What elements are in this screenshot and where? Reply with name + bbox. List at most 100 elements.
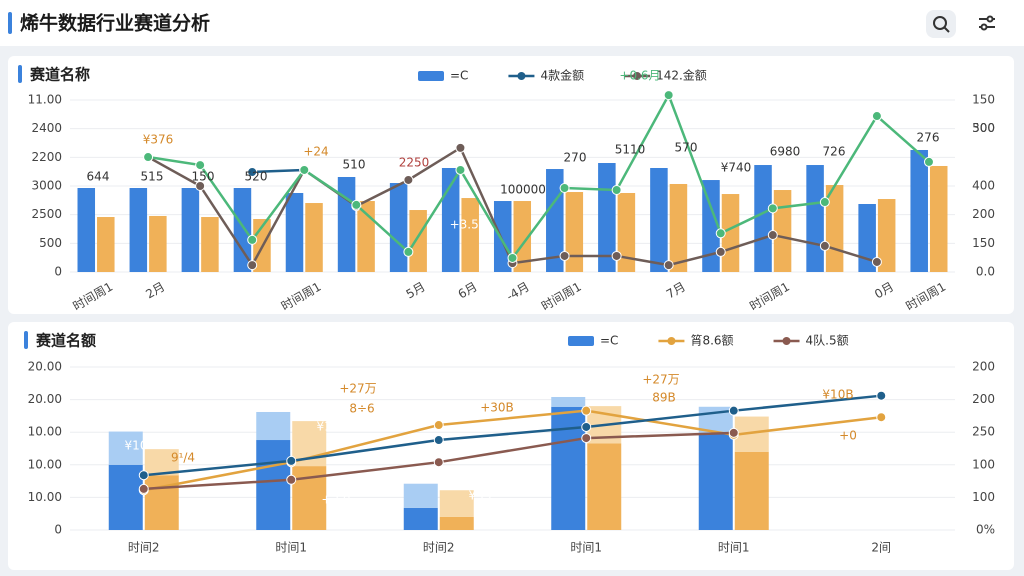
- bar: [773, 190, 792, 272]
- y-tick-label: 10.00: [28, 490, 62, 504]
- line-point: [728, 427, 739, 438]
- y-tick-label: 2200: [31, 150, 62, 164]
- annotation: 270: [564, 151, 587, 165]
- line-point: [403, 174, 414, 185]
- bar: [929, 165, 948, 272]
- annotation: ¥10B: [822, 388, 853, 402]
- line-point: [611, 250, 622, 261]
- line-point: [559, 250, 570, 261]
- y2-tick-label: 0%: [976, 523, 995, 537]
- bar: [305, 203, 323, 272]
- line-point: [507, 252, 518, 263]
- y-tick-label: 10.00: [28, 457, 62, 471]
- line-point: [581, 405, 592, 416]
- y-tick-label: 0: [54, 523, 62, 537]
- line-point: [715, 228, 726, 239]
- line-point: [876, 390, 887, 401]
- bar: [403, 507, 438, 530]
- panel-title: 赛道名额: [35, 332, 96, 350]
- bar: [910, 149, 928, 272]
- annotation: 89B: [652, 391, 676, 405]
- bar: [551, 406, 586, 530]
- y2-tick-label: 200: [972, 207, 995, 221]
- x-tick-label: 时间1: [718, 541, 750, 555]
- line-point: [663, 90, 674, 101]
- line-point: [247, 166, 258, 177]
- legend-label: =C: [450, 69, 468, 83]
- annotation: ¥740: [721, 161, 752, 175]
- annotation: 9¹/4: [171, 451, 195, 465]
- bar: [698, 432, 733, 530]
- bar: [617, 192, 636, 272]
- annotation: 510: [343, 158, 366, 172]
- title-accent: [8, 12, 12, 34]
- legend-swatch: [782, 337, 791, 345]
- y-tick-label: 11.00: [28, 93, 62, 107]
- line-point: [433, 435, 444, 446]
- panel-accent: [24, 331, 28, 349]
- bar: [439, 516, 474, 530]
- bar: [734, 451, 769, 530]
- line-point: [819, 240, 830, 251]
- line-point: [455, 164, 466, 175]
- y2-tick-label: 150: [972, 236, 995, 250]
- y-tick-label: 2400: [31, 121, 62, 135]
- y2-tick-label: 0.0: [976, 265, 995, 279]
- annotation: 5110: [615, 143, 646, 157]
- annotation: 150: [192, 170, 215, 184]
- legend-label: 4队.5额: [806, 333, 849, 348]
- bar: [461, 198, 479, 272]
- annotation: 520: [245, 170, 268, 184]
- y2-tick-label: 300: [972, 121, 995, 135]
- legend-label: 4款金额: [540, 68, 584, 83]
- annotation: 8÷6: [349, 402, 374, 416]
- line-point: [299, 164, 310, 175]
- y2-tick-label: 100: [972, 490, 995, 504]
- annotation: ¥33: [469, 489, 492, 503]
- y-tick-label: 500: [39, 236, 62, 250]
- x-tick-label: 2间: [871, 541, 891, 555]
- y-tick-label: 0: [54, 265, 62, 279]
- annotation: 726: [823, 145, 846, 159]
- y2-tick-label: 200: [972, 392, 995, 406]
- bar: [587, 443, 622, 530]
- line-point: [581, 433, 592, 444]
- bar: [256, 440, 291, 530]
- line-point: [138, 470, 149, 481]
- line-series: [143, 409, 882, 492]
- x-tick-label: 时间1: [275, 541, 307, 555]
- legend-swatch: [667, 337, 676, 345]
- line-point: [876, 412, 887, 423]
- bar: [439, 490, 474, 517]
- bar: [565, 192, 584, 272]
- annotation: ¥15: [317, 420, 340, 434]
- bar: [551, 396, 586, 407]
- legend-swatch: [517, 72, 526, 80]
- legend-swatch: [418, 71, 444, 81]
- bar: [493, 201, 512, 272]
- line-point: [559, 183, 570, 194]
- annotation: ¥10: [125, 439, 148, 453]
- y-tick-label: 20.00: [28, 392, 62, 406]
- bar: [806, 165, 824, 272]
- x-tick-label: 时间2: [423, 541, 455, 555]
- line-series: [147, 92, 930, 261]
- search-button[interactable]: [926, 10, 956, 38]
- line-point: [433, 457, 444, 468]
- bar: [256, 411, 291, 441]
- panel-title: 赛道名称: [29, 66, 90, 84]
- line-point: [286, 474, 297, 485]
- line-point: [871, 111, 882, 122]
- annotation: 515: [141, 170, 164, 184]
- bar: [144, 449, 179, 476]
- line-point: [403, 246, 414, 257]
- bar: [357, 201, 375, 272]
- filter-button[interactable]: [979, 15, 995, 31]
- annotation: +27万: [339, 382, 376, 396]
- bar: [97, 217, 115, 272]
- annotation: +0.6月: [619, 69, 660, 83]
- annotation: 100000: [500, 183, 546, 197]
- panel-accent: [18, 65, 22, 83]
- annotation: 6980: [770, 145, 801, 159]
